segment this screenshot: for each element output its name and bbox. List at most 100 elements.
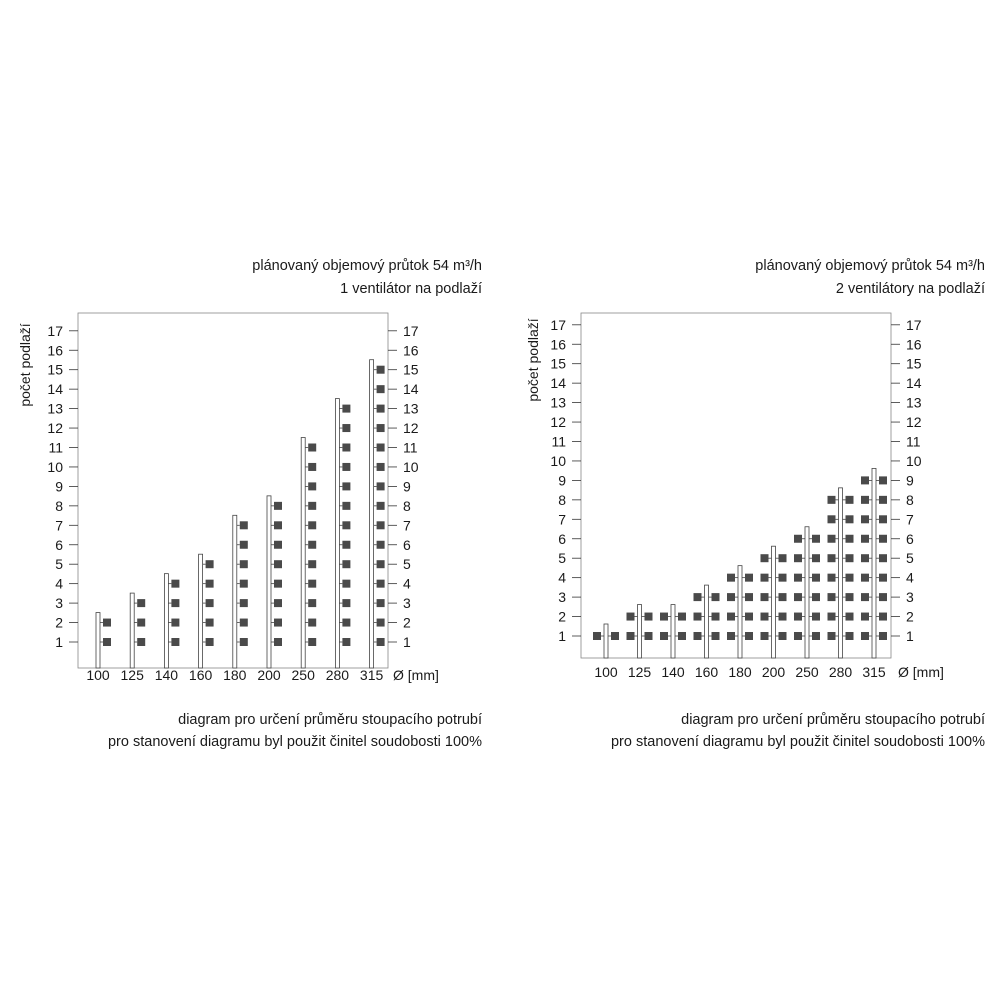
left-x-tick-label: 100 — [86, 667, 110, 683]
left-fan-marker — [205, 599, 214, 608]
left-x-tick-label: 125 — [121, 667, 145, 683]
left-fan-marker — [342, 521, 351, 530]
left-fan-marker — [342, 638, 351, 646]
right-fan-marker — [861, 554, 869, 563]
right-fan-marker — [861, 515, 869, 524]
right-fan-marker — [711, 612, 720, 621]
right-y-tick-label-right: 4 — [906, 570, 914, 586]
right-y-tick-label-left: 9 — [558, 472, 566, 488]
left-x-axis-title: Ø [mm] — [393, 667, 439, 683]
right-fan-marker — [778, 554, 787, 563]
left-fan-marker — [239, 521, 248, 530]
left-fan-marker — [239, 560, 248, 569]
left-y-tick-label-right: 12 — [403, 420, 419, 436]
right-fan-marker — [861, 573, 869, 582]
right-fan-marker — [812, 632, 820, 640]
left-fan-marker — [239, 599, 248, 608]
right-riser-pipe — [603, 623, 609, 659]
right-fan-marker — [845, 573, 854, 582]
left-fan-marker — [308, 501, 317, 510]
left-fan-marker — [137, 599, 146, 608]
left-fan-marker — [342, 462, 351, 471]
left-x-tick-label: 250 — [292, 667, 316, 683]
left-fan-marker — [103, 618, 111, 627]
right-fan-marker — [778, 632, 787, 640]
left-y-tick-label-left: 13 — [47, 401, 63, 417]
left-fan-marker — [205, 560, 214, 569]
right-fan-marker — [760, 554, 769, 563]
right-riser-pipe — [737, 565, 743, 659]
left-chart-flow-label: plánovaný objemový průtok 54 m³/h — [252, 258, 482, 274]
right-chart-flow-label: plánovaný objemový průtok 54 m³/h — [755, 258, 985, 274]
left-fan-marker — [274, 521, 282, 530]
right-x-tick-label: 200 — [762, 664, 786, 680]
right-y-tick-label-right: 5 — [906, 550, 914, 566]
left-y-tick-label-left: 6 — [55, 537, 63, 553]
left-fan-marker — [308, 462, 317, 471]
right-fan-marker — [861, 495, 869, 504]
left-fan-marker — [274, 599, 282, 608]
right-y-tick-label-left: 15 — [550, 356, 566, 372]
right-fan-marker — [593, 632, 601, 640]
left-fan-marker — [376, 501, 385, 510]
right-fan-marker — [879, 495, 887, 504]
right-chart-footer-line-2: pro stanovení diagramu byl použit činite… — [610, 734, 985, 750]
right-fan-marker — [879, 593, 887, 602]
right-chart-fans-label: 2 ventilátory na podlaží — [835, 281, 985, 297]
left-y-tick-label-right: 5 — [403, 556, 411, 572]
right-x-axis-title: Ø [mm] — [898, 664, 944, 680]
right-y-tick-label-right: 9 — [906, 472, 914, 488]
left-y-tick-label-right: 3 — [403, 595, 411, 611]
left-fan-marker — [376, 560, 385, 569]
left-chart-footer-line-2: pro stanovení diagramu byl použit činite… — [107, 734, 482, 750]
left-fan-marker — [239, 638, 248, 646]
right-x-tick-label: 180 — [728, 664, 752, 680]
right-y-tick-label-right: 17 — [906, 317, 922, 333]
right-chart-footer: diagram pro určení průměru stoupacího po… — [611, 709, 985, 753]
right-fan-marker — [644, 612, 653, 621]
right-riser-pipe — [637, 604, 642, 659]
right-fan-marker — [794, 573, 802, 582]
right-x-tick-label: 125 — [628, 664, 652, 680]
left-fan-marker — [342, 599, 351, 608]
right-fan-marker — [745, 612, 753, 621]
right-fan-marker — [678, 612, 686, 621]
left-y-tick-label-left: 3 — [55, 595, 63, 611]
left-riser-pipe — [198, 553, 204, 669]
right-fan-marker — [812, 612, 820, 621]
right-fan-marker — [827, 554, 836, 563]
right-fan-marker — [678, 632, 686, 640]
left-riser-pipe — [95, 612, 101, 669]
left-riser-pipe — [232, 514, 238, 669]
right-chart-footer-line-1: diagram pro určení průměru stoupacího po… — [681, 712, 985, 728]
left-y-tick-label-right: 13 — [403, 401, 419, 417]
right-fan-marker — [861, 534, 869, 543]
right-x-tick-label: 140 — [661, 664, 685, 680]
right-y-tick-label-left: 4 — [558, 570, 566, 586]
left-fan-marker — [308, 443, 317, 452]
right-fan-marker — [827, 515, 836, 524]
right-y-tick-label-right: 7 — [906, 511, 914, 527]
right-y-tick-label-right: 11 — [906, 434, 921, 450]
left-y-axis-title: počet podlaží — [17, 323, 33, 406]
right-riser-pipe — [771, 545, 776, 659]
left-fan-marker — [274, 560, 282, 569]
right-fan-marker — [778, 573, 787, 582]
left-fan-marker — [376, 521, 385, 530]
right-fan-marker — [794, 612, 802, 621]
right-fan-marker — [861, 632, 869, 640]
left-y-tick-label-right: 11 — [403, 440, 418, 456]
right-y-tick-label-left: 17 — [550, 317, 566, 333]
left-fan-marker — [308, 579, 317, 588]
left-fan-marker — [376, 618, 385, 627]
right-fan-marker — [626, 612, 635, 621]
right-fan-marker — [827, 593, 836, 602]
left-fan-marker — [274, 618, 282, 627]
right-fan-marker — [845, 593, 854, 602]
right-fan-marker — [778, 612, 787, 621]
left-riser-pipe — [300, 437, 306, 669]
left-chart-footer-line-1: diagram pro určení průměru stoupacího po… — [178, 712, 482, 728]
right-y-tick-label-right: 10 — [906, 453, 922, 469]
right-x-tick-label: 280 — [829, 664, 853, 680]
left-fan-marker — [137, 638, 146, 646]
